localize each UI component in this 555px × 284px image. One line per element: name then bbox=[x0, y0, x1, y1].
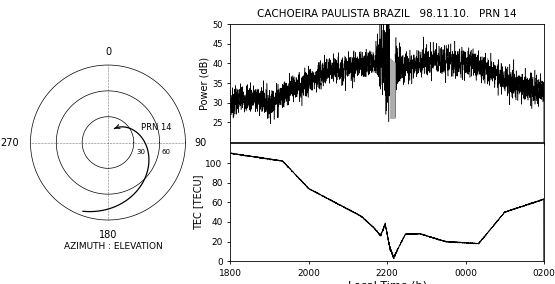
Y-axis label: TEC [TECU]: TEC [TECU] bbox=[193, 175, 203, 230]
Text: 30: 30 bbox=[136, 149, 145, 155]
Text: 90: 90 bbox=[195, 137, 207, 147]
Text: AZIMUTH : ELEVATION: AZIMUTH : ELEVATION bbox=[64, 242, 163, 251]
Text: PRN 14: PRN 14 bbox=[140, 122, 171, 131]
Text: 180: 180 bbox=[99, 230, 117, 240]
X-axis label: Local Time (h): Local Time (h) bbox=[347, 281, 427, 284]
Text: CACHOEIRA PAULISTA BRAZIL   98.11.10.   PRN 14: CACHOEIRA PAULISTA BRAZIL 98.11.10. PRN … bbox=[258, 9, 517, 18]
Y-axis label: Power (dB): Power (dB) bbox=[199, 57, 209, 110]
Text: 270: 270 bbox=[0, 137, 19, 147]
Text: 60: 60 bbox=[162, 149, 171, 155]
Text: 0: 0 bbox=[105, 47, 111, 57]
